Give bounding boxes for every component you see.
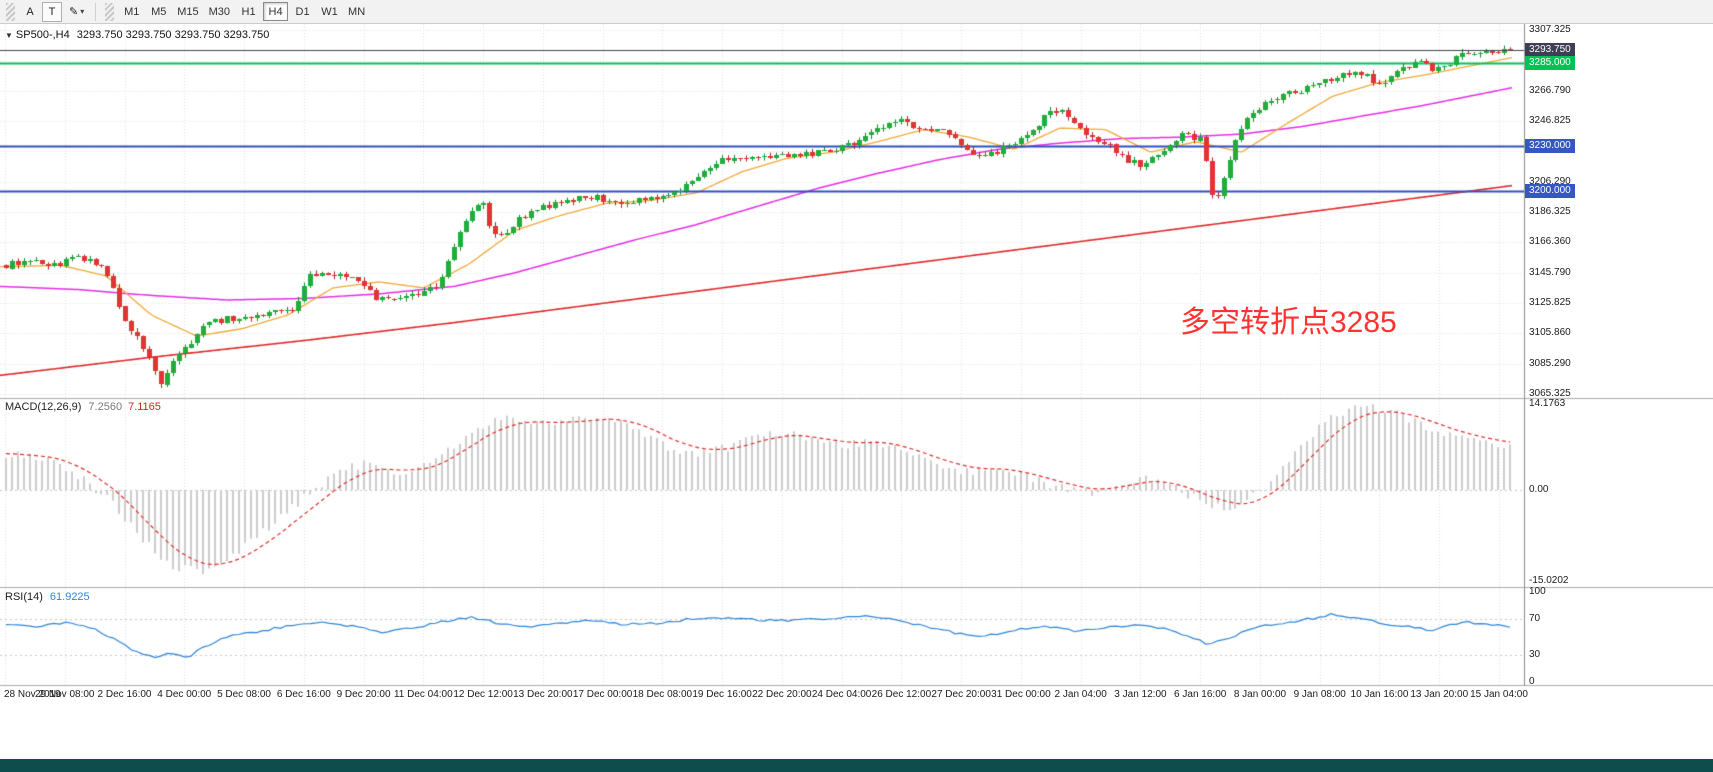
timeframe-button-d1[interactable]: D1 <box>290 2 315 21</box>
timeframe-toolbar-drag-handle[interactable] <box>105 2 115 21</box>
collapse-icon[interactable]: ▼ <box>5 31 13 40</box>
rsi-value: 61.9225 <box>49 591 90 603</box>
timeframe-button-w1[interactable]: W1 <box>317 2 342 21</box>
toolbar: A T ✎ ▾ M1 M5 M15 M30 H1 H4 D1 W1 MN <box>0 0 1713 24</box>
chart-ohlc-values: 3293.750 3293.750 3293.750 3293.750 <box>76 29 270 41</box>
price-axis[interactable] <box>1524 24 1713 704</box>
window-bottom-strip <box>0 759 1713 772</box>
chart-canvas[interactable] <box>0 24 1713 704</box>
macd-main-value: 7.2560 <box>88 401 123 413</box>
toolbar-separator <box>95 2 97 21</box>
macd-indicator-title: MACD(12,26,9) 7.2560 7.1165 <box>5 401 161 413</box>
chart-title: ▼ SP500-,H4 3293.750 3293.750 3293.750 329… <box>5 29 269 41</box>
rsi-label: RSI(14) <box>5 591 43 603</box>
chart-annotation-text: 多空转折点3285 <box>1180 306 1397 339</box>
timeframe-button-m30[interactable]: M30 <box>205 2 234 21</box>
toolbar-drag-handle[interactable] <box>6 2 15 21</box>
drawing-tool-dropdown[interactable]: ✎ ▾ <box>64 2 89 22</box>
time-axis[interactable] <box>0 686 1524 704</box>
chart-symbol-period: SP500-,H4 <box>15 29 70 41</box>
timeframe-button-h1[interactable]: H1 <box>236 2 261 21</box>
timeframe-button-mn[interactable]: MN <box>344 2 369 21</box>
pencil-icon: ✎ <box>69 6 79 18</box>
timeframe-button-m5[interactable]: M5 <box>146 2 171 21</box>
text-annotation-tool-button[interactable]: A <box>20 2 40 22</box>
macd-label: MACD(12,26,9) <box>5 401 82 413</box>
timeframe-button-m15[interactable]: M15 <box>173 2 202 21</box>
panel-divider-macd[interactable] <box>0 397 1713 400</box>
rsi-indicator-title: RSI(14) 61.9225 <box>5 591 90 603</box>
macd-signal-value: 7.1165 <box>128 401 161 413</box>
timeframe-button-m1[interactable]: M1 <box>119 2 144 21</box>
timeframe-button-h4[interactable]: H4 <box>263 2 289 21</box>
text-label-tool-button[interactable]: T <box>42 1 62 22</box>
panel-divider-rsi[interactable] <box>0 587 1713 590</box>
chevron-down-icon: ▾ <box>80 7 85 16</box>
